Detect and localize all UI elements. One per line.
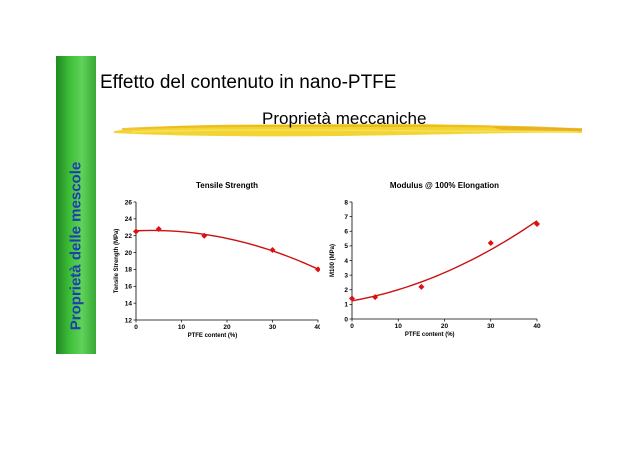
y-tick-label: 22 [125, 233, 133, 240]
chart-title: Modulus @ 100% Elongation [390, 181, 499, 190]
x-tick-label: 0 [134, 324, 138, 331]
x-axis-label: PTFE content (%) [188, 333, 238, 339]
y-tick-label: 24 [125, 216, 133, 223]
y-tick-label: 6 [344, 229, 348, 236]
x-tick-label: 20 [441, 323, 449, 330]
x-tick-label: 40 [533, 323, 541, 330]
sidebar-bar [56, 56, 96, 354]
x-tick-label: 10 [395, 323, 403, 330]
x-tick-label: 0 [350, 323, 354, 330]
y-tick-label: 3 [344, 272, 348, 279]
chart-title: Tensile Strength [196, 181, 258, 190]
x-tick-label: 40 [314, 324, 320, 331]
data-point [418, 283, 425, 290]
modulus-chart: Modulus @ 100% Elongation 0 1 2 3 4 5 6 7 8 0 10 20 3… [330, 181, 541, 338]
data-point [372, 294, 379, 301]
y-tick-label: 20 [125, 250, 133, 257]
y-tick-label: 26 [125, 199, 133, 206]
y-axis-label: M100 (MPa) [330, 244, 336, 277]
y-tick-label: 18 [125, 267, 133, 274]
sidebar-label: Proprietà delle mescole [67, 161, 85, 331]
y-tick-label: 0 [344, 316, 348, 323]
y-tick-label: 1 [344, 302, 348, 309]
y-tick-label: 14 [125, 300, 133, 307]
trend-line [135, 229, 319, 270]
data-point [349, 295, 355, 302]
y-tick-label: 12 [125, 317, 133, 324]
slide-title: Effetto del contenuto in nano-PTFE [100, 72, 397, 93]
y-tick-label: 8 [344, 199, 348, 206]
y-tick-label: 16 [125, 284, 133, 291]
x-tick-label: 30 [269, 324, 277, 331]
tensile-strength-chart: Tensile Strength 12 14 16 18 20 22 24 26 0 10 20 30 4… [114, 181, 320, 339]
data-point [487, 239, 494, 246]
x-tick-label: 30 [487, 323, 495, 330]
y-tick-label: 2 [344, 287, 348, 294]
brush-stroke-decoration [114, 123, 582, 137]
section-title: Proprietà meccaniche [262, 109, 427, 128]
x-tick-label: 20 [223, 324, 231, 331]
x-axis-label: PTFE content (%) [405, 332, 455, 338]
data-point [315, 266, 320, 273]
y-tick-label: 4 [344, 258, 348, 265]
data-point [269, 247, 276, 254]
y-tick-label: 5 [344, 243, 348, 250]
data-point [155, 225, 162, 232]
y-tick-label: 7 [344, 214, 348, 221]
data-point [133, 228, 139, 235]
trend-line [351, 220, 538, 302]
data-point [201, 232, 208, 239]
y-axis-label: Tensile Strength (MPa) [114, 229, 120, 294]
x-tick-label: 10 [178, 324, 186, 331]
data-point [534, 220, 540, 227]
